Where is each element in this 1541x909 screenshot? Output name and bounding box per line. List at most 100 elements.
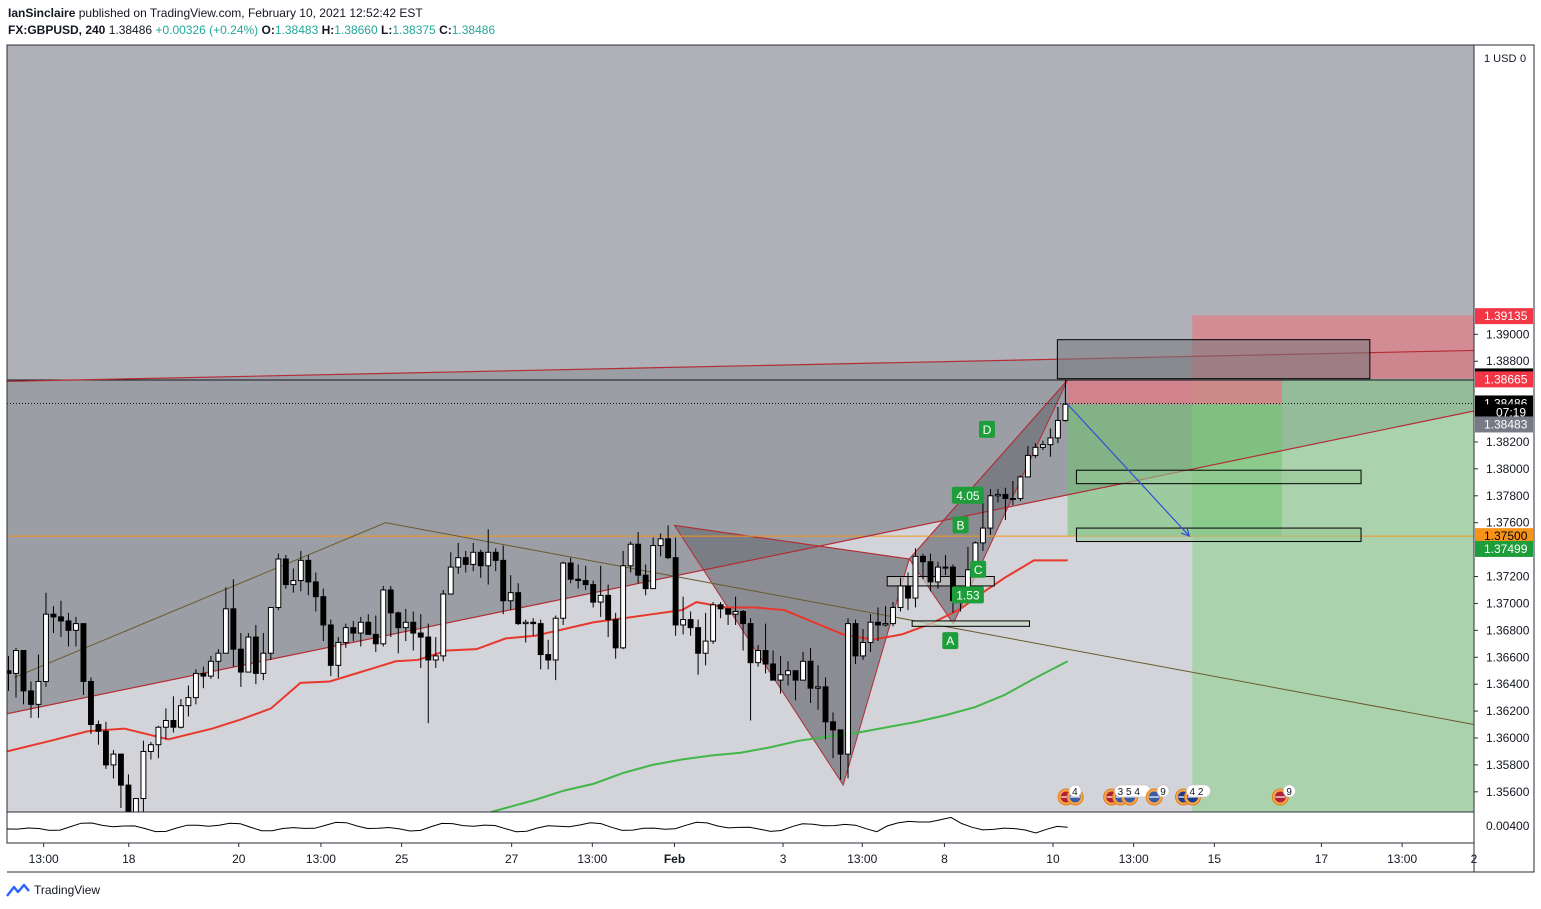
x-tick-label: 20 (232, 852, 246, 866)
candle-body (215, 652, 222, 662)
price-tag-bg (1475, 404, 1533, 421)
price-tag-4[interactable]: 07:19 (1475, 404, 1533, 421)
price-tag-6[interactable]: 1.37500 (1475, 528, 1533, 545)
candle-body (500, 559, 507, 602)
price-axis[interactable] (1473, 44, 1535, 873)
pattern-label-4-05[interactable]: 4.05 (951, 486, 984, 504)
pattern-label-bg (951, 486, 984, 504)
economic-event-2[interactable]: 9 (1145, 784, 1170, 806)
economic-event-4[interactable]: 9 (1271, 784, 1296, 806)
candle-body (612, 619, 619, 649)
candle-133 (1002, 487, 1009, 521)
candle-body (170, 719, 177, 728)
candle-body (777, 674, 784, 681)
candle-body (837, 729, 844, 755)
candle-body (770, 663, 776, 681)
candle-77 (582, 565, 589, 590)
candle-137 (1032, 443, 1039, 459)
indicator-tick-label: 0.00400 (1486, 819, 1530, 833)
x-tick-label: 13:00 (847, 852, 877, 866)
y-tick-label: 1.38800 (1486, 354, 1530, 368)
pattern-label-D[interactable]: D (978, 420, 995, 438)
economic-event-0[interactable]: 4 (1057, 784, 1084, 806)
zone-rectangle-1[interactable] (1075, 469, 1362, 485)
candle-body (402, 621, 409, 629)
candle-body (350, 627, 357, 634)
candle-30 (230, 579, 237, 667)
candle-body (807, 660, 814, 689)
candle-134 (1009, 480, 1016, 506)
candle-body (597, 594, 604, 603)
candle-61 (462, 550, 469, 573)
tradingview-logo-icon[interactable] (6, 883, 30, 897)
candle-body (657, 538, 664, 547)
economic-event-3[interactable]: 4 2 (1175, 784, 1211, 806)
candle-body (635, 543, 642, 576)
candle-body (695, 627, 702, 654)
candle-21 (162, 708, 169, 740)
x-tick-label: 17 (1315, 852, 1329, 866)
candle-body (103, 730, 109, 766)
candle-body (387, 589, 394, 614)
candle-115 (867, 614, 874, 652)
pattern-label-1-53[interactable]: 1.53 (951, 586, 984, 604)
price-chart[interactable]: D 4.05 B C 1.53 A 4 3 5 4 9 4 2 9 1 USD 0 1.39000 1.38… (0, 0, 1541, 880)
candle-body (875, 621, 881, 626)
candle-132 (994, 489, 1001, 503)
zone-rectangle-2[interactable] (1075, 527, 1362, 543)
event-count: 9 (1286, 787, 1292, 798)
economic-event-1[interactable]: 3 5 4 (1103, 784, 1152, 806)
price-tag-0[interactable]: 1.39135 (1475, 308, 1533, 325)
position-stop-zone (1067, 380, 1282, 405)
candle-47 (357, 616, 364, 647)
pattern-label-A[interactable]: A (942, 632, 959, 650)
event-count: 4 2 (1190, 787, 1204, 798)
candle-18 (140, 740, 147, 812)
pattern-label-B[interactable]: B (952, 516, 969, 534)
candle-body (912, 555, 919, 599)
y-tick-label: 1.35600 (1486, 785, 1530, 799)
candle-97 (732, 596, 739, 625)
zone-rectangle-0[interactable] (1056, 339, 1371, 380)
candle-35 (267, 606, 274, 660)
time-axis[interactable]: 13:00 18 20 13:00 25 27 13:00 Feb 3 13:00 8 10 13:00… (7, 843, 1534, 873)
candle-body (852, 623, 859, 657)
zone-rectangle-4[interactable] (911, 620, 1030, 627)
indicator-line (6, 816, 1068, 834)
candle-body (357, 621, 364, 634)
publisher-name[interactable]: IanSinclaire (8, 6, 76, 20)
candle-body (425, 636, 432, 661)
candle-body (522, 621, 529, 625)
candle-body (13, 650, 19, 674)
forecast-arrow[interactable] (1067, 403, 1190, 536)
candle-140 (1054, 406, 1061, 444)
price-axis-labels: 1 USD 0 1.39000 1.38800 1.38200 1.38000 1.3780… (1474, 53, 1533, 833)
pattern-label-C[interactable]: C (970, 560, 987, 578)
candle-body (410, 621, 417, 634)
candle-15 (117, 753, 124, 808)
candle-body (627, 543, 634, 567)
candle-87 (657, 533, 664, 557)
symbol-name[interactable]: FX:GBPUSD, 240 (8, 23, 106, 37)
candle-11 (88, 677, 94, 734)
candle-50 (380, 585, 387, 647)
candle-body (1002, 493, 1009, 499)
price-tag-5[interactable]: 1.38483 (1475, 416, 1533, 433)
price-tag-text: 1.37499 (1484, 542, 1528, 556)
footer-brand[interactable]: TradingView (34, 883, 101, 897)
candle-body (530, 621, 537, 625)
candle-body (762, 650, 769, 665)
x-tick-label: Feb (664, 852, 685, 866)
y-tick-label: 1.37200 (1486, 570, 1530, 584)
candle-69 (522, 619, 529, 643)
candle-105 (792, 670, 799, 701)
candle-92 (695, 619, 702, 675)
candle-67 (507, 575, 514, 611)
candle-body (1032, 446, 1039, 456)
price-tag-2[interactable]: 1.38665 (1475, 371, 1533, 388)
candle-135 (1017, 475, 1024, 502)
price-tag-7[interactable]: 1.37499 (1475, 540, 1533, 557)
candle-body (252, 636, 259, 674)
x-tick-label: 13:00 (1119, 852, 1149, 866)
candle-52 (395, 611, 402, 654)
